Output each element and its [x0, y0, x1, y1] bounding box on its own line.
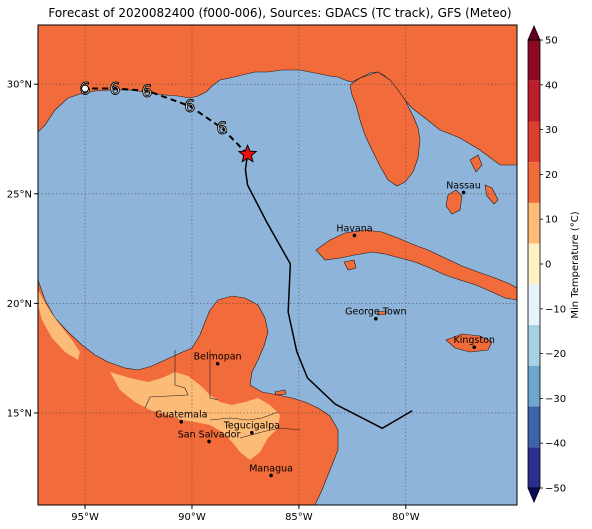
colorbar-segment — [528, 365, 540, 407]
jamaica — [445, 333, 493, 353]
city-marker — [179, 419, 184, 424]
y-tick-label: 30°N — [7, 80, 32, 91]
city-label: Belmopan — [194, 352, 242, 363]
track-forecast-symbols: 66666 — [79, 79, 228, 139]
border-hn — [209, 411, 279, 421]
colorbar-segment — [528, 325, 540, 366]
x-tick-label: 80°W — [392, 512, 420, 523]
city-label: Tegucigalpa — [223, 421, 280, 432]
city-label: Nassau — [446, 180, 481, 191]
colorbar-tick-label: 10 — [545, 215, 558, 226]
city-marker — [250, 430, 254, 435]
colorbar-tick-label: −20 — [545, 349, 566, 360]
isla-juventud — [343, 259, 357, 271]
track-forecast-line — [85, 87, 249, 156]
city-marker — [461, 190, 466, 195]
border-ni — [239, 427, 301, 439]
colorbar-tick-label: −50 — [545, 484, 566, 495]
map-axes: 95°W 90°W 85°W 80°W 30°N 25°N 20°N 15°N — [7, 80, 420, 523]
colorbar-tick-label: −30 — [545, 394, 566, 405]
y-tick-label: 20°N — [7, 299, 32, 310]
city-label: Managua — [249, 463, 293, 474]
colorbar-segment — [528, 406, 540, 448]
bahamas-eleuthera — [484, 184, 499, 205]
cayman — [377, 310, 387, 316]
colorbar-tick-label: 50 — [545, 36, 558, 47]
x-tick-label: 95°W — [71, 512, 99, 523]
colorbar-segment — [528, 121, 540, 163]
colorbar-segment — [528, 243, 540, 285]
map-title: Forecast of 2020082400 (f000-006), Sourc… — [48, 6, 512, 20]
colorbar-max-extension — [527, 24, 541, 41]
gridlines — [38, 25, 517, 505]
track-past-line — [244, 154, 413, 430]
city-marker — [269, 473, 273, 478]
border-mx-gt — [144, 350, 189, 409]
city-label: Havana — [336, 223, 372, 234]
country-borders — [144, 350, 301, 439]
border-bz-gt — [209, 350, 219, 401]
map-frame — [37, 24, 518, 506]
city-label: George Town — [345, 307, 406, 318]
storm-track: 66666 — [79, 79, 413, 430]
bay-islands — [274, 389, 287, 396]
colorbar-min-extension — [527, 487, 541, 504]
current-position-star — [237, 143, 258, 163]
colorbar: 50 40 30 20 10 0 −10 −20 −30 −40 −50 Min Temperatu… — [527, 24, 581, 504]
warm-mexico-west — [38, 290, 80, 360]
y-tick-label: 15°N — [7, 408, 32, 419]
city-marker — [207, 439, 211, 444]
city-marker — [472, 345, 477, 349]
x-tick-label: 85°W — [285, 512, 313, 523]
bahamas-andros — [445, 189, 463, 215]
city-marker — [374, 316, 378, 321]
city-labels: Havana Nassau George Town Kingston Belmopan G… — [155, 180, 495, 478]
colorbar-segment — [528, 202, 540, 244]
colorbar-tick-label: 40 — [545, 80, 558, 91]
hurricane-symbol: 6 — [110, 80, 121, 100]
y-tick-label: 25°N — [7, 189, 32, 200]
warm-gt — [128, 380, 150, 400]
florida — [349, 71, 421, 187]
cuba — [315, 229, 517, 301]
warm-central — [110, 372, 280, 460]
us-coast — [38, 25, 517, 166]
x-tick-label: 90°W — [178, 512, 206, 523]
hurricane-symbol: 6 — [142, 82, 153, 102]
colorbar-segment — [528, 284, 540, 326]
colorbar-tick-label: −10 — [545, 304, 566, 315]
colorbar-tick-label: 20 — [545, 170, 558, 181]
city-marker — [352, 233, 357, 238]
track-end-marker — [81, 84, 90, 93]
colorbar-segment — [528, 80, 540, 122]
colorbar-tick-label: −40 — [545, 439, 566, 450]
colorbar-segment — [528, 447, 540, 488]
colorbar-tick-label: 0 — [545, 260, 551, 271]
bahamas-abaco — [469, 154, 483, 173]
city-label: San Salvador — [178, 429, 241, 440]
hurricane-symbol: 6 — [216, 119, 227, 139]
city-label: Guatemala — [155, 410, 207, 421]
colorbar-segment — [528, 40, 540, 81]
colorbar-segment — [528, 162, 540, 203]
hurricane-symbol: 6 — [184, 97, 195, 117]
warm-land-regions — [38, 290, 280, 460]
colorbar-tick-label: 30 — [545, 125, 558, 136]
city-marker — [215, 361, 220, 366]
colorbar-label: Min Temperature (°C) — [570, 211, 581, 318]
city-label: Kingston — [454, 335, 495, 346]
